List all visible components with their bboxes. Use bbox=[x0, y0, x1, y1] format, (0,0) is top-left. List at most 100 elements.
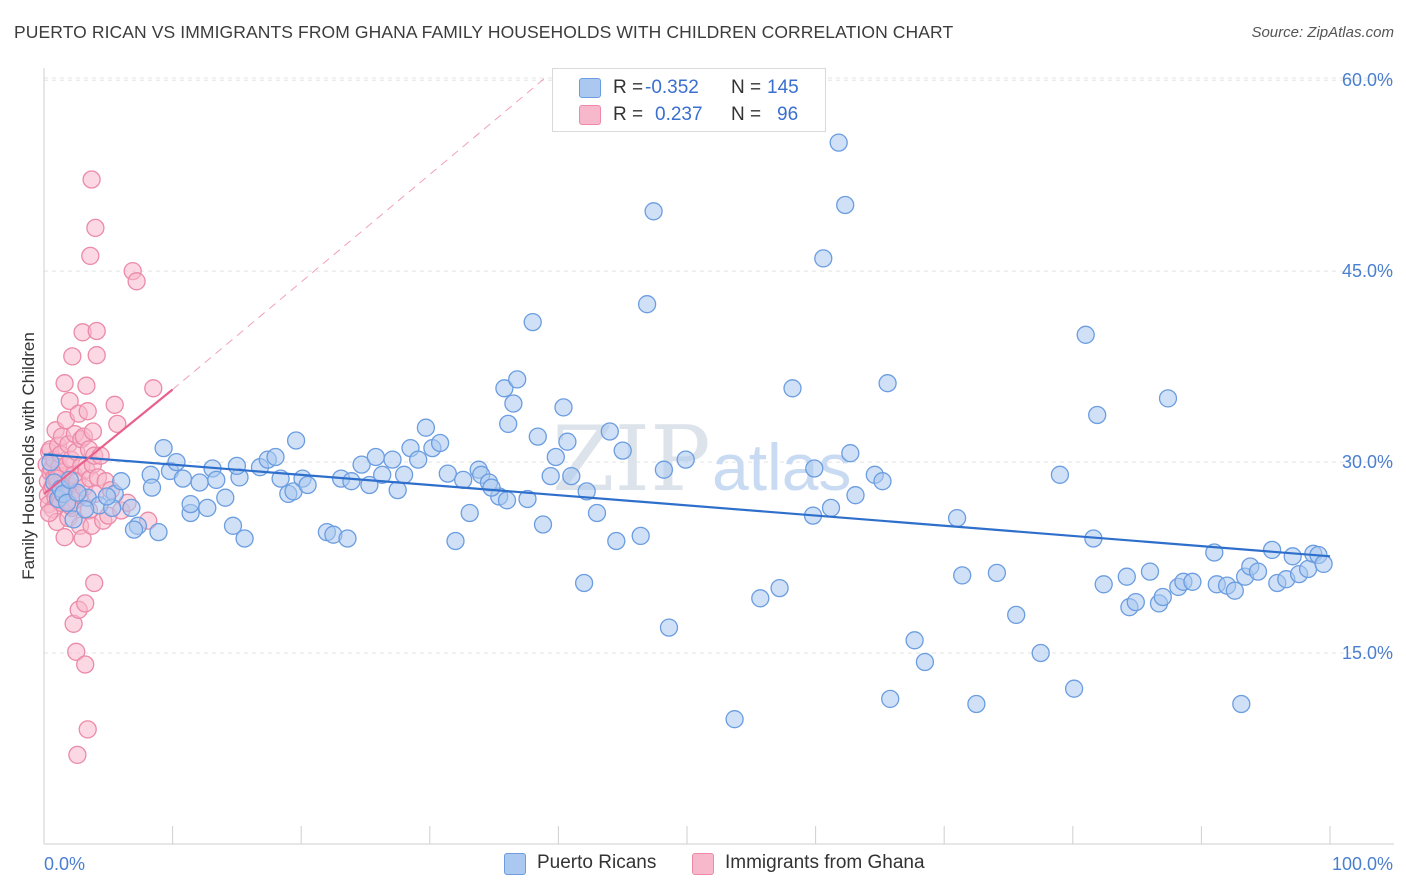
bottom-legend-label: Immigrants from Ghana bbox=[725, 852, 925, 873]
puerto-rican-point bbox=[223, 516, 243, 535]
watermark: ZIP atlas bbox=[552, 407, 851, 512]
ghana-point bbox=[144, 379, 163, 398]
puerto-rican-point bbox=[460, 503, 479, 523]
ghana-point bbox=[76, 594, 95, 613]
ghana-point bbox=[82, 170, 101, 189]
puerto-rican-point bbox=[76, 500, 95, 519]
puerto-rican-point bbox=[546, 447, 565, 467]
ghana-point bbox=[63, 347, 82, 366]
legend-r-value: 0.237 bbox=[655, 104, 703, 125]
puerto-rican-point bbox=[829, 133, 848, 152]
puerto-rican-point bbox=[207, 470, 226, 490]
ghana-point bbox=[73, 529, 92, 548]
puerto-rican-point bbox=[659, 618, 679, 637]
ghana-point bbox=[78, 720, 97, 739]
puerto-rican-point bbox=[1050, 465, 1070, 484]
puerto-rican-point bbox=[1262, 540, 1282, 560]
ghana-point bbox=[68, 745, 87, 765]
y-tick-label: 45.0% bbox=[1342, 261, 1393, 281]
puerto-rican-point bbox=[770, 578, 789, 598]
puerto-rican-point bbox=[338, 529, 357, 548]
puerto-rican-point bbox=[1314, 554, 1333, 574]
puerto-rican-point bbox=[725, 710, 744, 729]
ghana-point bbox=[55, 374, 74, 393]
puerto-rican-point bbox=[446, 531, 465, 551]
puerto-rican-point bbox=[846, 486, 865, 505]
puerto-rican-point bbox=[342, 472, 361, 491]
puerto-rican-point bbox=[1031, 643, 1050, 663]
puerto-rican-point bbox=[637, 295, 657, 314]
puerto-rican-point bbox=[1183, 572, 1202, 591]
puerto-rican-point bbox=[352, 455, 371, 474]
puerto-rican-point bbox=[953, 566, 972, 585]
ghana-point bbox=[60, 391, 79, 411]
puerto-rican-point bbox=[373, 465, 392, 484]
puerto-rican-point bbox=[388, 480, 407, 500]
x-tick-label: 0.0% bbox=[44, 854, 85, 874]
puerto-rican-point bbox=[142, 478, 162, 497]
puerto-rican-point bbox=[482, 478, 501, 497]
puerto-rican-point bbox=[554, 398, 573, 417]
puerto-rican-point bbox=[409, 450, 428, 469]
watermark-atlas: atlas bbox=[712, 430, 851, 504]
puerto-rican-point bbox=[173, 469, 193, 488]
puerto-rican-point bbox=[562, 466, 581, 486]
puerto-rican-point bbox=[607, 531, 626, 551]
puerto-rican-point bbox=[577, 482, 596, 501]
puerto-rican-point bbox=[366, 447, 385, 467]
puerto-rican-point bbox=[124, 520, 144, 539]
puerto-rican-point bbox=[821, 498, 841, 518]
puerto-rican-point bbox=[881, 689, 900, 709]
puerto-rican-point bbox=[394, 465, 414, 484]
puerto-rican-point bbox=[97, 487, 117, 506]
puerto-rican-point bbox=[497, 491, 517, 510]
chart-title: PUERTO RICAN VS IMMIGRANTS FROM GHANA FA… bbox=[14, 22, 954, 42]
puerto-rican-point bbox=[967, 694, 986, 714]
y-tick-label: 60.0% bbox=[1342, 70, 1393, 90]
puerto-rican-point bbox=[1094, 575, 1113, 594]
ghana-point bbox=[85, 573, 104, 593]
puerto-rican-point bbox=[235, 529, 254, 548]
puerto-rican-point bbox=[1283, 547, 1302, 566]
puerto-rican-point bbox=[198, 498, 217, 518]
puerto-rican-point bbox=[1088, 405, 1107, 425]
puerto-rican-point bbox=[1158, 389, 1178, 408]
puerto-rican-point bbox=[836, 195, 855, 215]
puerto-rican-point bbox=[504, 394, 523, 413]
puerto-rican-point bbox=[112, 472, 131, 491]
puerto-rican-point bbox=[676, 450, 695, 469]
puerto-rican-point bbox=[600, 422, 619, 441]
legend-r-value: -0.352 bbox=[645, 77, 699, 98]
chart-source: Source: ZipAtlas.com bbox=[1251, 24, 1394, 41]
x-tick-label: 100.0% bbox=[1332, 854, 1393, 874]
puerto-rican-point bbox=[915, 652, 935, 672]
puerto-rican-point bbox=[416, 418, 436, 437]
ghana-point bbox=[87, 321, 106, 341]
ghana-point bbox=[39, 503, 59, 523]
puerto-rican-point bbox=[905, 631, 924, 650]
puerto-rican-point bbox=[1126, 592, 1145, 612]
legend-n-label: N = bbox=[731, 77, 762, 98]
correlation-legend: R = -0.352 N = 145 R = 0.237 N = 96 bbox=[552, 68, 826, 132]
ghana-trend-line bbox=[172, 77, 546, 390]
y-axis-title: Family Households with Children bbox=[19, 332, 38, 580]
puerto-rican-point bbox=[631, 526, 650, 546]
bottom-legend-label: Puerto Ricans bbox=[537, 852, 657, 873]
ghana-point bbox=[108, 414, 127, 434]
bottom-legend-swatch-puerto-ricans bbox=[504, 853, 526, 875]
puerto-rican-point bbox=[430, 433, 450, 453]
puerto-rican-point bbox=[1248, 562, 1268, 581]
y-tick-label: 30.0% bbox=[1342, 452, 1393, 472]
puerto-rican-point bbox=[266, 447, 285, 467]
ghana-point bbox=[83, 422, 103, 441]
puerto-rican-trend-line bbox=[43, 453, 1331, 558]
puerto-rican-point bbox=[154, 438, 173, 458]
puerto-rican-point bbox=[122, 498, 141, 518]
puerto-rican-point bbox=[751, 589, 770, 608]
puerto-rican-point bbox=[383, 450, 402, 469]
legend-n-value: 96 bbox=[777, 104, 799, 125]
puerto-rican-point bbox=[1140, 562, 1160, 581]
ghana-point bbox=[76, 655, 95, 674]
bottom-legend-swatch-ghana bbox=[692, 853, 714, 875]
puerto-rican-point bbox=[167, 452, 186, 472]
